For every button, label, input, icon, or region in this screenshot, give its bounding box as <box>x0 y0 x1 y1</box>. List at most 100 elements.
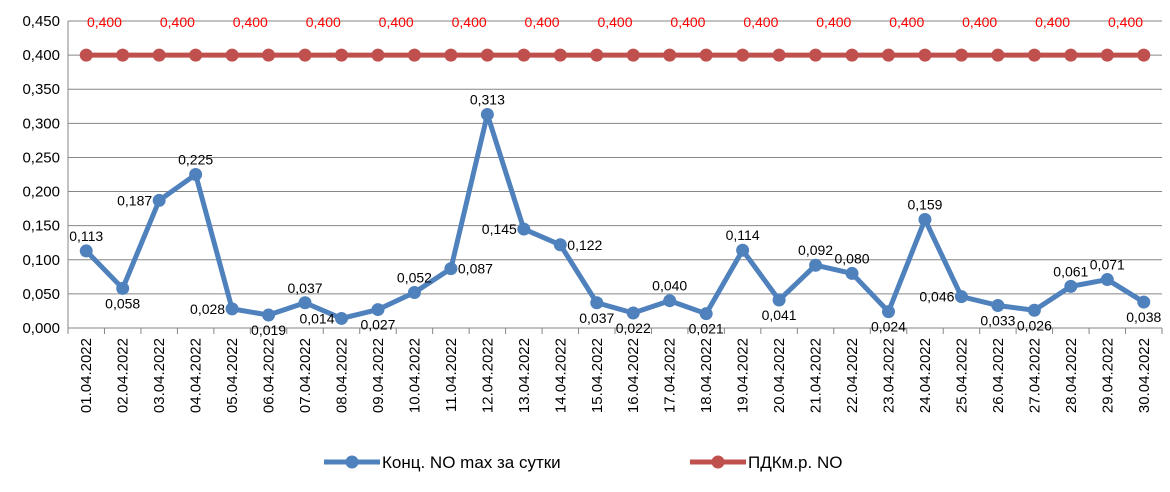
x-tick-label: 30.04.2022 <box>1136 338 1153 413</box>
data-label: 0,080 <box>835 250 870 266</box>
x-tick-label: 29.04.2022 <box>1099 338 1116 413</box>
limit-point <box>1064 48 1078 62</box>
limit-data-label: 0,400 <box>452 14 487 30</box>
x-tick-label: 11.04.2022 <box>443 338 460 412</box>
limit-point <box>991 48 1005 62</box>
y-tick-label: 0,300 <box>22 115 60 132</box>
no-concentration-point <box>991 298 1005 312</box>
limit-data-label: 0,400 <box>816 14 851 30</box>
data-label: 0,037 <box>579 310 614 326</box>
data-label: 0,145 <box>482 221 517 237</box>
data-label: 0,159 <box>907 197 942 213</box>
limit-point <box>480 48 494 62</box>
limit-point <box>79 48 93 62</box>
limit-point <box>553 48 567 62</box>
no-concentration-point <box>407 286 421 300</box>
limit-point <box>371 48 385 62</box>
data-labels: 0,113 0,058 0,187 0,225 0,028 0,019 0,037 0,014… <box>69 14 1161 338</box>
y-tick-label: 0,400 <box>22 47 60 64</box>
legend-label: Конц. NO max за сутки <box>382 453 561 472</box>
no-concentration-point <box>772 293 786 307</box>
limit-point <box>736 48 750 62</box>
x-tick-label: 21.04.2022 <box>808 338 825 413</box>
y-tick-label: 0,250 <box>22 149 60 166</box>
no-concentration-point <box>918 213 932 227</box>
limit-point <box>1100 48 1114 62</box>
data-label: 0,071 <box>1090 257 1125 273</box>
x-tick-label: 01.04.2022 <box>78 338 95 413</box>
x-tick-label: 17.04.2022 <box>662 338 679 413</box>
legend-item-limit: ПДКм.р. NO <box>690 453 842 472</box>
limit-point <box>517 48 531 62</box>
data-label: 0,087 <box>458 261 493 277</box>
x-tick-label: 12.04.2022 <box>479 338 496 413</box>
limit-data-label: 0,400 <box>160 14 195 30</box>
data-label: 0,024 <box>871 319 906 335</box>
no-concentration-point <box>189 168 203 181</box>
limit-data-label: 0,400 <box>1035 14 1070 30</box>
data-label: 0,313 <box>470 91 505 107</box>
data-label: 0,021 <box>689 321 724 337</box>
data-label: 0,028 <box>190 301 225 317</box>
limit-point <box>116 48 130 62</box>
no-concentration-point <box>626 306 640 320</box>
no-concentration-point <box>335 311 348 325</box>
limit-point <box>407 48 421 62</box>
data-label: 0,014 <box>299 310 334 326</box>
data-label: 0,040 <box>652 278 687 294</box>
y-tick-label: 0,100 <box>22 252 60 269</box>
x-tick-label: 16.04.2022 <box>625 338 642 413</box>
limit-data-label: 0,400 <box>597 14 632 30</box>
no-concentration-point <box>663 294 677 308</box>
limit-point <box>882 48 895 62</box>
x-tick-label: 24.04.2022 <box>917 338 934 413</box>
x-tick-label: 13.04.2022 <box>516 338 533 413</box>
x-tick-label: 03.04.2022 <box>151 338 168 413</box>
data-label: 0,027 <box>360 317 395 333</box>
x-tick-label: 07.04.2022 <box>297 338 314 413</box>
limit-data-label: 0,400 <box>670 14 705 30</box>
limit-point <box>152 48 166 62</box>
data-label: 0,187 <box>117 192 152 208</box>
legend-marker <box>711 455 725 469</box>
limit-point <box>590 48 604 62</box>
x-tick-label: 05.04.2022 <box>224 338 241 413</box>
no-concentration-point <box>371 303 385 317</box>
data-label: 0,019 <box>251 322 286 338</box>
limit-point <box>699 48 713 62</box>
no-concentration-line <box>84 111 1146 321</box>
data-label: 0,033 <box>980 312 1015 328</box>
x-tick-label: 19.04.2022 <box>735 338 752 413</box>
data-label: 0,041 <box>762 307 797 323</box>
no-concentration-point <box>553 238 567 252</box>
legend: Конц. NO max за сутки ПДКм.р. NO <box>324 453 842 472</box>
x-tick-label: 26.04.2022 <box>990 338 1007 413</box>
x-tick-label: 10.04.2022 <box>406 338 423 413</box>
limit-point <box>626 48 640 62</box>
no-concentration-point <box>736 243 750 257</box>
y-tick-label: 0,000 <box>22 320 60 337</box>
y-tick-label: 0,150 <box>22 218 60 235</box>
no-concentration-point <box>79 244 93 258</box>
limit-data-label: 0,400 <box>379 14 414 30</box>
legend-marker <box>345 455 359 469</box>
legend-label: ПДКм.р. NO <box>748 453 842 472</box>
no-concentration-point <box>1100 273 1114 287</box>
no-concentration-point <box>699 307 713 321</box>
no-concentration-point <box>1027 303 1041 317</box>
x-tick-label: 02.04.2022 <box>115 338 132 413</box>
axes: 0,000 0,050 0,100 0,150 0,200 0,250 0,300 0,350… <box>22 13 1163 413</box>
x-tick-label: 28.04.2022 <box>1063 338 1080 413</box>
x-tick-label: 06.04.2022 <box>261 338 278 413</box>
no-concentration-point <box>954 290 968 304</box>
no-concentration-point <box>298 296 312 310</box>
limit-data-label: 0,400 <box>1108 14 1143 30</box>
legend-item-no-concentration: Конц. NO max за сутки <box>324 453 561 472</box>
limit-point <box>954 48 968 62</box>
no-concentration-point <box>1137 295 1151 309</box>
data-label: 0,038 <box>1126 309 1161 325</box>
limit-data-label: 0,400 <box>87 14 122 30</box>
limit-data-label: 0,400 <box>525 14 560 30</box>
x-tick-label: 18.04.2022 <box>698 338 715 413</box>
